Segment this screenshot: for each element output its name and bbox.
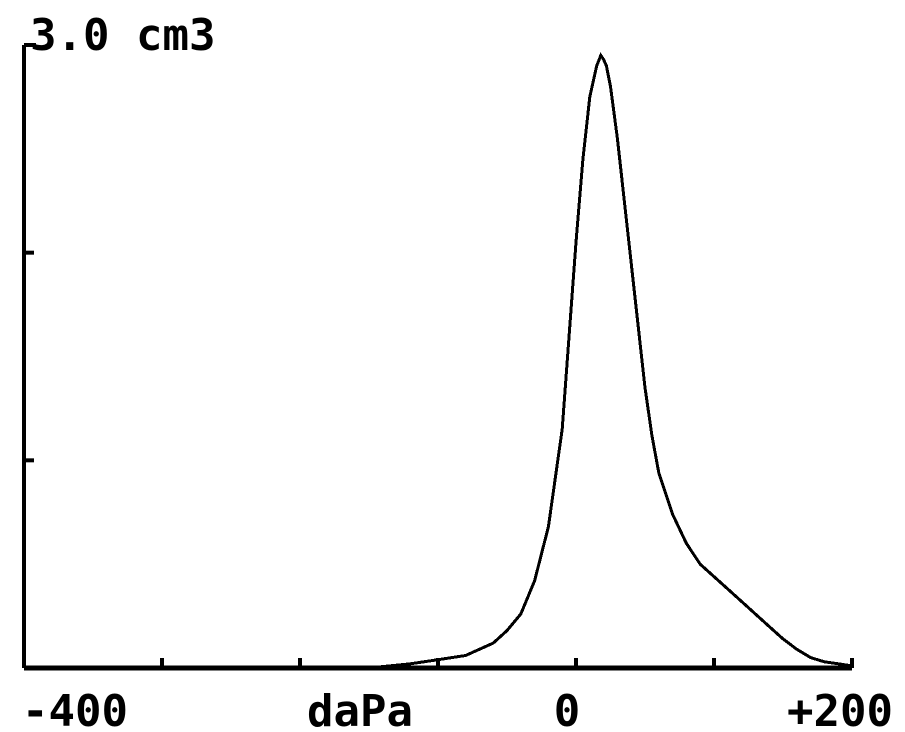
x-tick-label-1: daPa — [307, 686, 413, 732]
ticks — [22, 43, 854, 668]
volume-label: 3.0 cm3 — [30, 10, 215, 61]
compliance-curve — [24, 52, 853, 670]
x-tick-label-3: +200 — [787, 686, 893, 732]
x-tick-label-2: 0 — [554, 686, 581, 732]
x-tick-labels: -400 daPa 0 +200 — [22, 686, 893, 732]
x-tick-label-0: -400 — [22, 686, 128, 732]
series-layer — [24, 52, 853, 670]
axes — [22, 45, 852, 671]
